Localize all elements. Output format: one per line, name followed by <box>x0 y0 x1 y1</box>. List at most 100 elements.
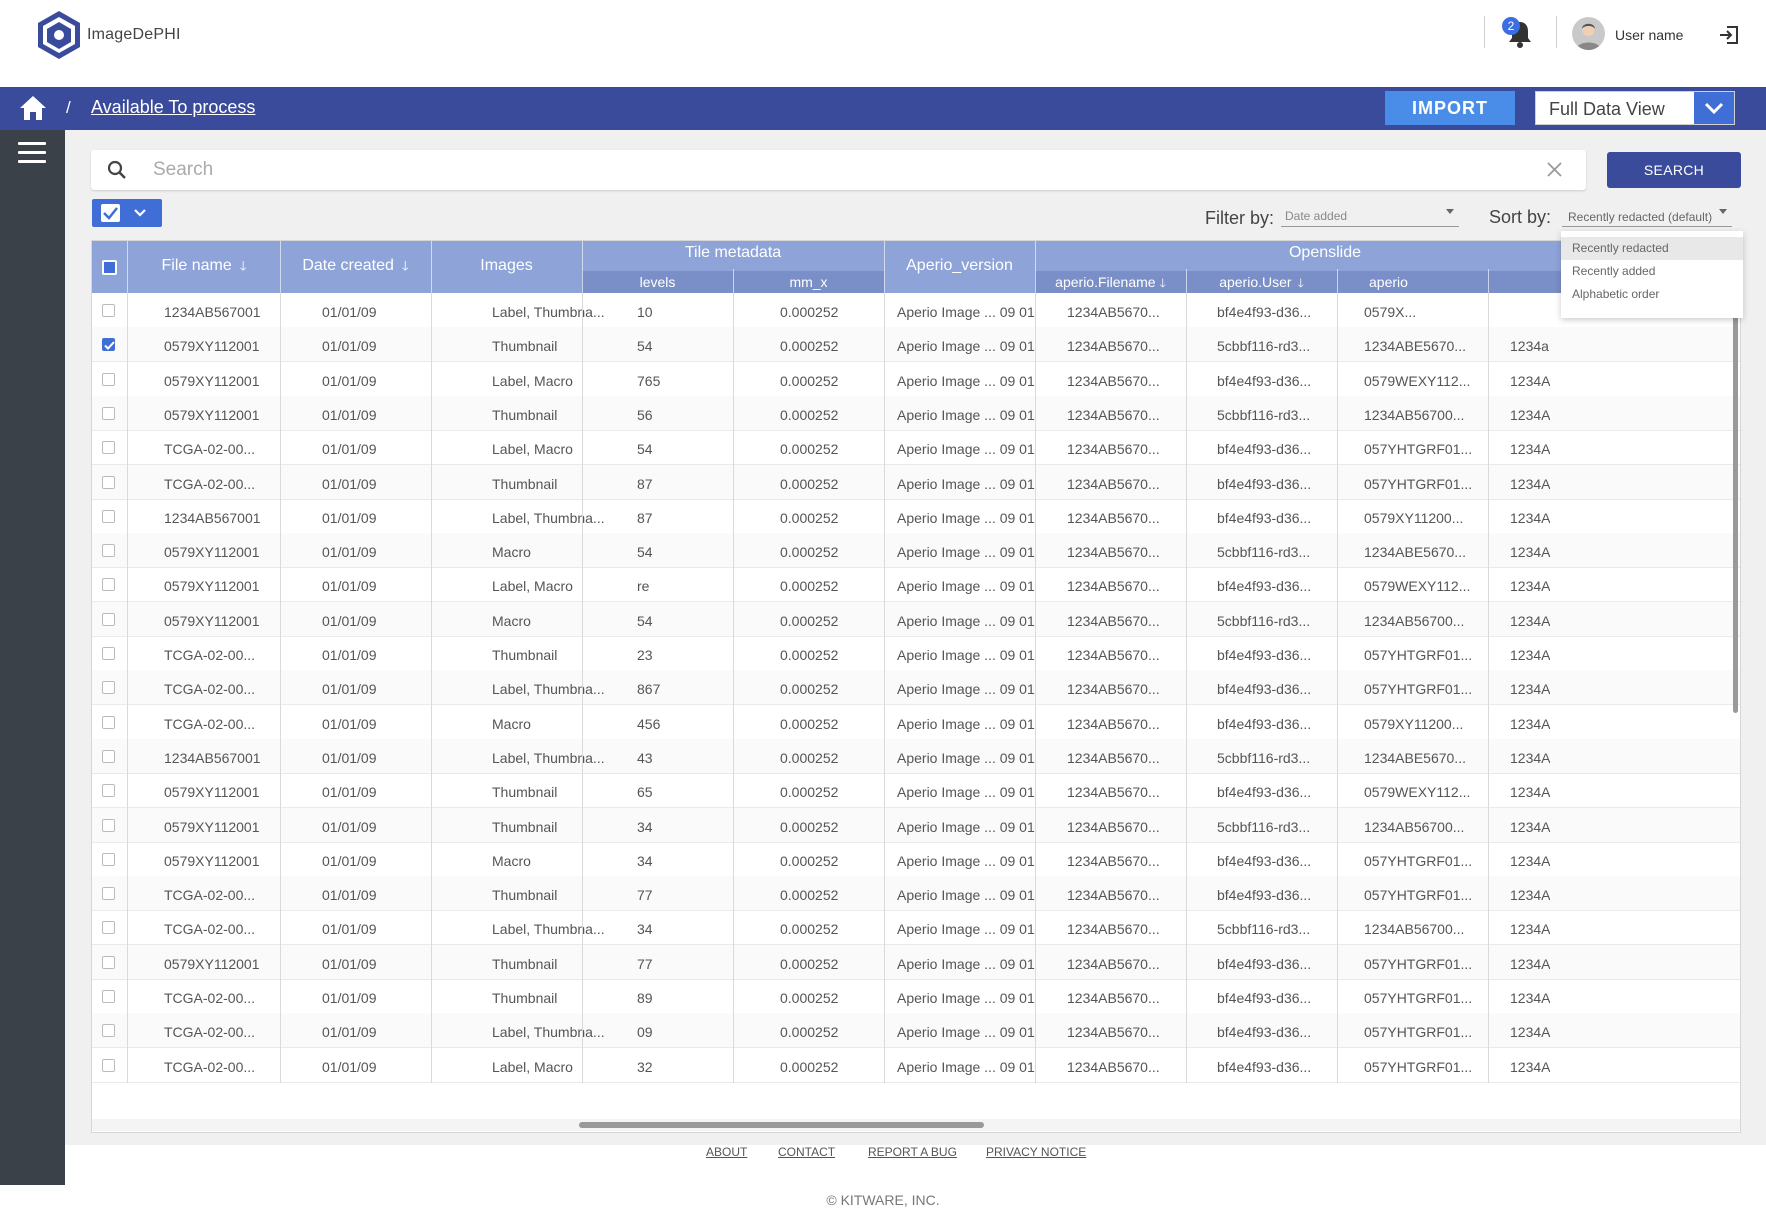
row-checkbox[interactable] <box>102 612 115 626</box>
column-header-date-created[interactable]: Date created 🡓 <box>302 257 409 274</box>
cell-openslide-col: 1234ABE5670... <box>1364 749 1466 766</box>
column-header-aperio-version[interactable]: Aperio_version <box>906 257 1013 274</box>
table-row[interactable]: 0579XY112001 01/01/09 Thumbnail 65 0.000252 A… <box>92 773 1740 809</box>
row-checkbox[interactable] <box>102 749 115 763</box>
table-row[interactable]: TCGA-02-00... 01/01/09 Label, Thumbna... 86… <box>92 670 1740 706</box>
column-header-file-name[interactable]: File name 🡓 <box>161 257 247 274</box>
cell-aperio-filename: 1234AB5670... <box>1067 612 1160 629</box>
column-header-mm-x[interactable]: mm_x <box>733 271 884 293</box>
view-select-toggle[interactable] <box>1694 92 1734 124</box>
cell-aperio-user: bf4e4f93-d36... <box>1217 509 1312 526</box>
avatar[interactable] <box>1572 17 1605 50</box>
table-row[interactable]: TCGA-02-00... 01/01/09 Thumbnail 87 0.000252… <box>92 464 1740 500</box>
row-checkbox[interactable] <box>102 372 115 386</box>
row-checkbox[interactable] <box>102 406 115 420</box>
table-row[interactable]: TCGA-02-00... 01/01/09 Label, Thumbna... 09… <box>92 1013 1740 1049</box>
sort-select[interactable]: Recently redacted (default) <box>1562 203 1732 227</box>
close-icon[interactable] <box>1546 161 1563 178</box>
cell-images: Macro <box>492 715 531 732</box>
sort-option-recently-redacted[interactable]: Recently redacted <box>1561 237 1743 260</box>
scrollbar-thumb[interactable] <box>579 1122 984 1128</box>
table-row[interactable]: TCGA-02-00... 01/01/09 Macro 456 0.000252 Ape… <box>92 705 1740 740</box>
footer-link-privacy[interactable]: PRIVACY NOTICE <box>986 1145 1087 1159</box>
cell-openslide-col: 1234AB56700... <box>1364 612 1465 629</box>
column-header-levels[interactable]: levels <box>582 271 733 293</box>
table-row[interactable]: 0579XY112001 01/01/09 Macro 54 0.000252 Aperi… <box>92 533 1740 569</box>
select-all-checkbox[interactable] <box>101 204 120 222</box>
row-checkbox[interactable] <box>102 509 115 523</box>
cell-aperio-version: Aperio Image ... 09 01 <box>897 475 1035 492</box>
row-checkbox[interactable] <box>102 715 115 729</box>
table-row[interactable]: 1234AB567001 01/01/09 Label, Thumbna... 43 0… <box>92 738 1740 774</box>
table-row[interactable]: 1234AB567001 01/01/09 Label, Thumbna... 10 0… <box>92 293 1740 328</box>
table-row[interactable]: TCGA-02-00... 01/01/09 Thumbnail 77 0.000252… <box>92 876 1740 912</box>
footer-link-about[interactable]: ABOUT <box>706 1145 748 1159</box>
row-checkbox[interactable] <box>102 990 115 1003</box>
cell-levels: 54 <box>637 544 653 561</box>
home-icon[interactable] <box>19 94 47 121</box>
table-row[interactable]: TCGA-02-00... 01/01/09 Thumbnail 89 0.000252… <box>92 979 1740 1014</box>
import-button[interactable]: IMPORT <box>1385 91 1515 125</box>
cell-mm-x: 0.000252 <box>780 818 839 835</box>
row-checkbox[interactable] <box>102 955 115 969</box>
imagedephi-logo-icon <box>38 11 80 59</box>
table-row[interactable]: 0579XY112001 01/01/09 Macro 54 0.000252 Aperi… <box>92 601 1740 637</box>
view-select[interactable]: Full Data View <box>1535 91 1735 125</box>
row-checkbox[interactable] <box>102 647 115 660</box>
row-checkbox[interactable] <box>102 544 115 558</box>
cell-date-created: 01/01/09 <box>322 441 377 458</box>
table-row[interactable]: 1234AB567001 01/01/09 Label, Thumbna... 87 0… <box>92 499 1740 534</box>
sort-option-recently-added[interactable]: Recently added <box>1572 264 1656 278</box>
table-row[interactable]: TCGA-02-00... 01/01/09 Thumbnail 23 0.000252… <box>92 636 1740 671</box>
user-name[interactable]: User name <box>1615 27 1684 43</box>
menu-icon[interactable] <box>18 142 46 164</box>
cell-levels: 77 <box>637 887 653 904</box>
row-checkbox[interactable] <box>102 887 115 901</box>
cell-aperio-version: Aperio Image ... 09 01 <box>897 304 1035 320</box>
table-row[interactable]: 0579XY112001 01/01/09 Label, Macro 765 0.000… <box>92 362 1740 397</box>
column-header-aperio-filename[interactable]: aperio.Filename 🡓 <box>1035 271 1186 293</box>
column-header-images[interactable]: Images <box>480 257 533 274</box>
row-checkbox[interactable] <box>102 338 115 352</box>
row-checkbox[interactable] <box>102 852 115 866</box>
column-header-aperio-truncated[interactable]: aperio <box>1337 271 1488 293</box>
search-button[interactable]: SEARCH <box>1607 152 1741 188</box>
horizontal-scrollbar[interactable] <box>92 1119 1740 1131</box>
table-row[interactable]: 0579XY112001 01/01/09 Thumbnail 54 0.000252 A… <box>92 327 1740 363</box>
row-checkbox[interactable] <box>102 304 115 317</box>
cell-openslide-col2: 1234A <box>1510 612 1551 629</box>
table-row[interactable]: 0579XY112001 01/01/09 Thumbnail 56 0.000252 A… <box>92 395 1740 431</box>
table-row[interactable]: 0579XY112001 01/01/09 Thumbnail 77 0.000252 A… <box>92 944 1740 980</box>
search-input[interactable] <box>153 156 1513 184</box>
table-row[interactable]: TCGA-02-00... 01/01/09 Label, Macro 54 0.000… <box>92 430 1740 466</box>
column-header-aperio-user[interactable]: aperio.User 🡓 <box>1186 271 1337 293</box>
row-checkbox[interactable] <box>102 921 115 935</box>
breadcrumb-current[interactable]: Available To process <box>91 97 256 117</box>
table-row[interactable]: TCGA-02-00... 01/01/09 Label, Thumbna... 34… <box>92 910 1740 946</box>
cell-aperio-version: Aperio Image ... 09 01 <box>897 406 1035 423</box>
sort-option-alphabetic[interactable]: Alphabetic order <box>1572 287 1660 301</box>
divider <box>280 241 281 293</box>
header-select-checkbox[interactable] <box>102 260 117 275</box>
footer-link-contact[interactable]: CONTACT <box>778 1145 836 1159</box>
row-checkbox[interactable] <box>102 1024 115 1038</box>
vertical-scrollbar[interactable] <box>1733 303 1738 713</box>
row-checkbox[interactable] <box>102 818 115 832</box>
row-checkbox[interactable] <box>102 681 115 695</box>
table-row[interactable]: 0579XY112001 01/01/09 Macro 34 0.000252 Aperi… <box>92 842 1740 877</box>
caret-down-icon <box>1719 209 1727 214</box>
row-checkbox[interactable] <box>102 441 115 455</box>
cell-date-created: 01/01/09 <box>322 921 377 938</box>
table-row[interactable]: 0579XY112001 01/01/09 Label, Macro re 0.0002… <box>92 567 1740 603</box>
table-row[interactable]: 0579XY112001 01/01/09 Thumbnail 34 0.000252 A… <box>92 807 1740 843</box>
row-checkbox[interactable] <box>102 1058 115 1072</box>
filter-select[interactable]: Date added <box>1281 203 1459 227</box>
row-checkbox[interactable] <box>102 784 115 798</box>
row-checkbox[interactable] <box>102 475 115 489</box>
row-checkbox[interactable] <box>102 578 115 592</box>
table-row[interactable]: TCGA-02-00... 01/01/09 Label, Macro 32 0.000… <box>92 1048 1740 1083</box>
logout-icon[interactable] <box>1718 24 1740 46</box>
select-all-dropdown[interactable] <box>92 199 162 227</box>
footer-link-report-bug[interactable]: REPORT A BUG <box>868 1145 957 1159</box>
divider <box>1556 16 1557 48</box>
